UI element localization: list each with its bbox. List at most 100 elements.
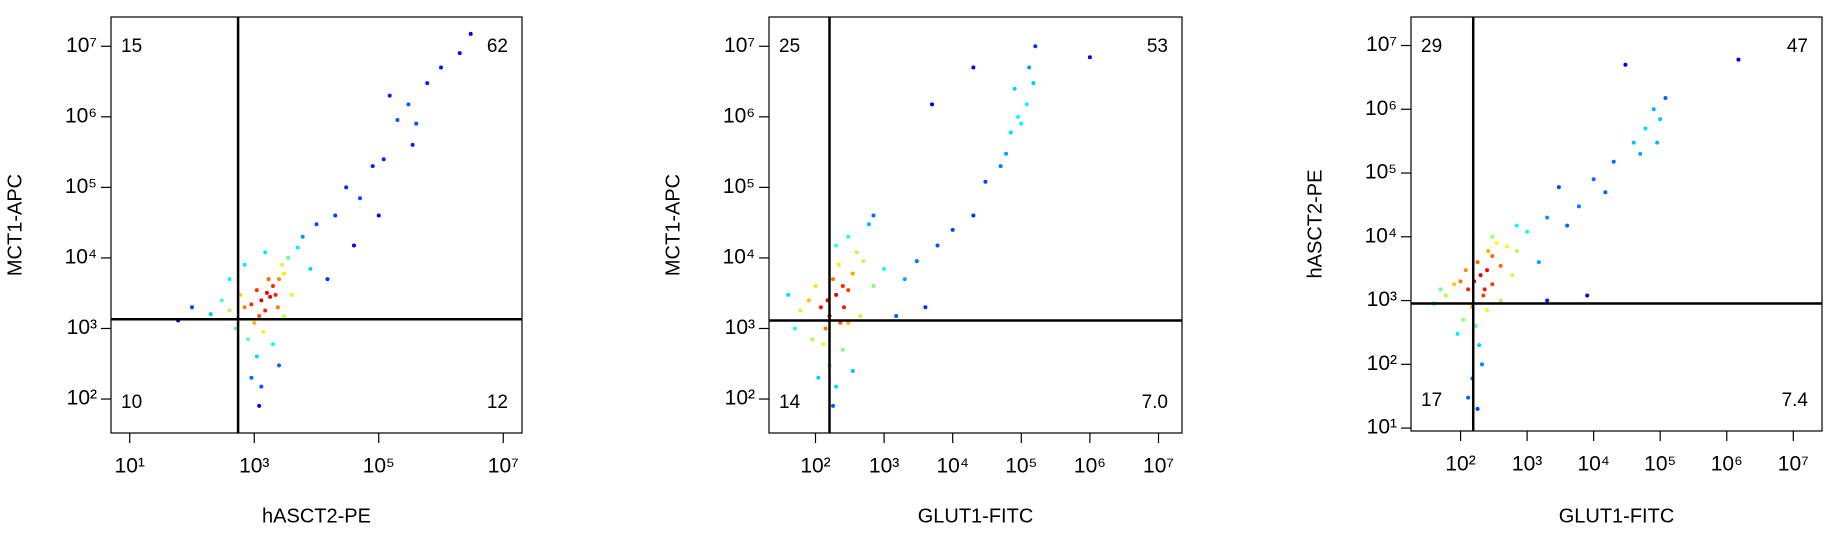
event-dot xyxy=(410,142,415,147)
event-dot xyxy=(289,292,294,297)
event-dot xyxy=(1475,260,1480,265)
x-tick-label: 10⁶ xyxy=(1074,455,1106,478)
event-dot xyxy=(333,213,338,218)
event-dot xyxy=(840,347,845,352)
event-dot xyxy=(280,262,285,267)
event-dot xyxy=(971,65,976,70)
event-dot xyxy=(281,271,286,276)
event-dot xyxy=(281,314,286,319)
event-dot xyxy=(208,312,213,317)
event-dot xyxy=(914,259,919,264)
x-tick-label: 10³ xyxy=(239,455,269,478)
event-dot xyxy=(1591,177,1596,182)
quadrant-percent: 10 xyxy=(121,392,142,413)
event-dot xyxy=(351,243,356,248)
event-dot xyxy=(257,314,262,319)
event-dot xyxy=(264,290,269,295)
quadrant-percent: 14 xyxy=(779,392,801,413)
event-dot xyxy=(840,284,845,289)
event-dot xyxy=(834,384,839,389)
event-dot xyxy=(1536,260,1541,265)
event-dot xyxy=(1012,86,1017,91)
event-dot xyxy=(295,245,300,250)
quadrant-percent: 17 xyxy=(1421,390,1442,411)
event-dot xyxy=(1545,215,1550,220)
event-dot xyxy=(786,292,791,297)
event-dot xyxy=(376,213,381,218)
event-dot xyxy=(935,243,940,248)
quadrant-percent: 53 xyxy=(1147,36,1168,57)
y-tick-label: 10² xyxy=(1367,352,1397,375)
event-dot xyxy=(252,320,257,325)
event-dot xyxy=(1033,44,1038,49)
panel: 10² 10³ 10⁴ 10⁵ 10⁶ 10⁷ 10² 10³ 10⁴ 10⁵ 10⁶ 10⁷ GLUT… xyxy=(662,16,1183,527)
quadrant-percent: 12 xyxy=(487,392,508,413)
event-dot xyxy=(806,298,811,303)
event-dot xyxy=(249,302,254,307)
event-dot xyxy=(854,250,859,255)
event-dot xyxy=(1525,229,1530,234)
event-dot xyxy=(1643,126,1648,131)
event-dot xyxy=(1565,223,1570,228)
x-axis-label: hASCT2-PE xyxy=(262,505,371,527)
event-dot xyxy=(1611,159,1616,164)
event-dot xyxy=(358,196,363,201)
event-dot xyxy=(270,342,275,347)
event-dot xyxy=(1658,117,1663,122)
y-tick-label: 10³ xyxy=(67,316,97,339)
panel: 10¹ 10³ 10⁵ 10⁷ 10² 10³ 10⁴ 10⁵ 10⁶ 10⁷ hASCT2-PE M… xyxy=(4,16,523,527)
y-tick-label: 10⁵ xyxy=(65,175,97,198)
event-dot xyxy=(1485,268,1490,273)
event-dot xyxy=(1486,248,1491,253)
y-tick-label: 10⁶ xyxy=(1365,97,1397,120)
x-tick-label: 10⁷ xyxy=(1143,455,1174,478)
event-dot xyxy=(1004,151,1009,156)
event-dot xyxy=(1485,308,1490,313)
event-dot xyxy=(242,305,247,310)
event-dot xyxy=(831,277,836,282)
event-dot xyxy=(1027,65,1032,70)
event-dot xyxy=(257,403,262,408)
quadrant-percent: 15 xyxy=(121,36,142,57)
x-tick-label: 10¹ xyxy=(115,455,145,478)
event-dot xyxy=(930,102,935,107)
event-dot xyxy=(882,266,887,271)
event-dot xyxy=(263,308,268,313)
event-dot xyxy=(227,277,232,282)
event-dot xyxy=(1631,140,1636,145)
event-dot xyxy=(273,292,278,297)
event-dot xyxy=(277,363,282,368)
y-tick-label: 10⁵ xyxy=(723,175,755,198)
event-dot xyxy=(425,81,430,86)
event-dot xyxy=(238,292,243,297)
event-dot xyxy=(1623,62,1628,67)
quadrant-percent: 25 xyxy=(779,36,800,57)
event-dot xyxy=(834,243,839,248)
event-dot xyxy=(370,164,375,169)
quadrant-percent: 7.0 xyxy=(1142,392,1168,413)
event-dot xyxy=(1031,81,1036,86)
event-dot xyxy=(1490,282,1495,287)
event-dot xyxy=(792,326,797,331)
event-dot xyxy=(259,298,264,303)
event-dot xyxy=(1438,287,1443,292)
event-dot xyxy=(308,266,313,271)
event-dot xyxy=(810,337,815,342)
event-dot xyxy=(983,179,988,184)
quadrant-percent: 47 xyxy=(1787,36,1808,57)
event-dot xyxy=(344,185,349,190)
event-dot xyxy=(858,314,863,319)
event-dot xyxy=(1452,282,1457,287)
event-dot xyxy=(286,255,291,260)
x-tick-label: 10³ xyxy=(1512,453,1542,476)
event-dot xyxy=(1466,395,1471,400)
event-dot xyxy=(314,222,319,227)
x-axis-label: GLUT1-FITC xyxy=(918,505,1034,527)
event-dot xyxy=(1475,406,1480,411)
event-dot xyxy=(866,222,871,227)
event-dot xyxy=(836,262,841,267)
event-dot xyxy=(1016,114,1021,119)
event-dot xyxy=(1736,57,1741,62)
event-dot xyxy=(1477,343,1482,348)
